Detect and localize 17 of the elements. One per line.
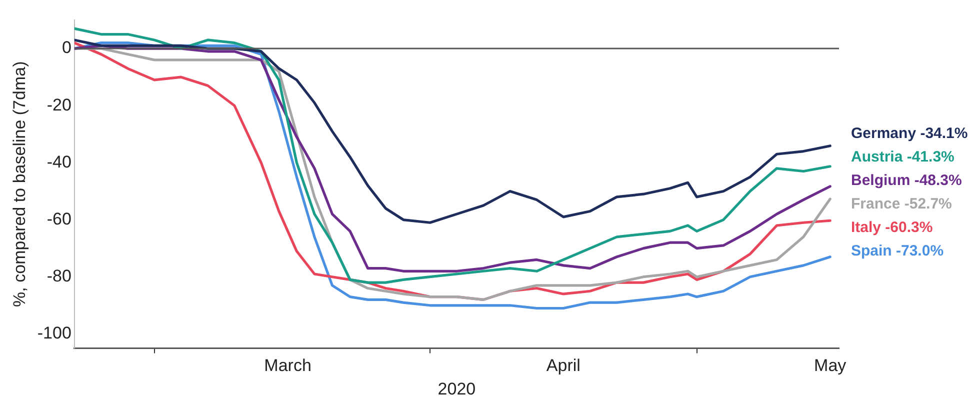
series-label: Italy -60.3% [851, 219, 933, 236]
y-tick-label: -20 [46, 95, 72, 114]
y-tick-label: -60 [46, 209, 72, 228]
series-label: Austria -41.3% [851, 148, 954, 166]
series-label: Spain -73.0% [851, 242, 944, 260]
x-tick-label: March [264, 356, 312, 376]
x-axis-title: 2020 [438, 379, 476, 398]
series-label: Belgium -48.3% [851, 172, 962, 189]
series-label: France -52.7% [851, 196, 952, 212]
y-tick-label: -40 [46, 152, 72, 172]
x-tick-label: May [814, 356, 847, 376]
y-tick-label: 0 [62, 38, 72, 58]
y-axis-title: %, compared to baseline (7dma) [10, 61, 29, 307]
y-tick-label: -80 [46, 266, 72, 286]
series-label: Germany -34.1% [851, 125, 968, 142]
y-tick-label: -100 [37, 324, 72, 343]
x-tick-label: April [546, 356, 580, 376]
